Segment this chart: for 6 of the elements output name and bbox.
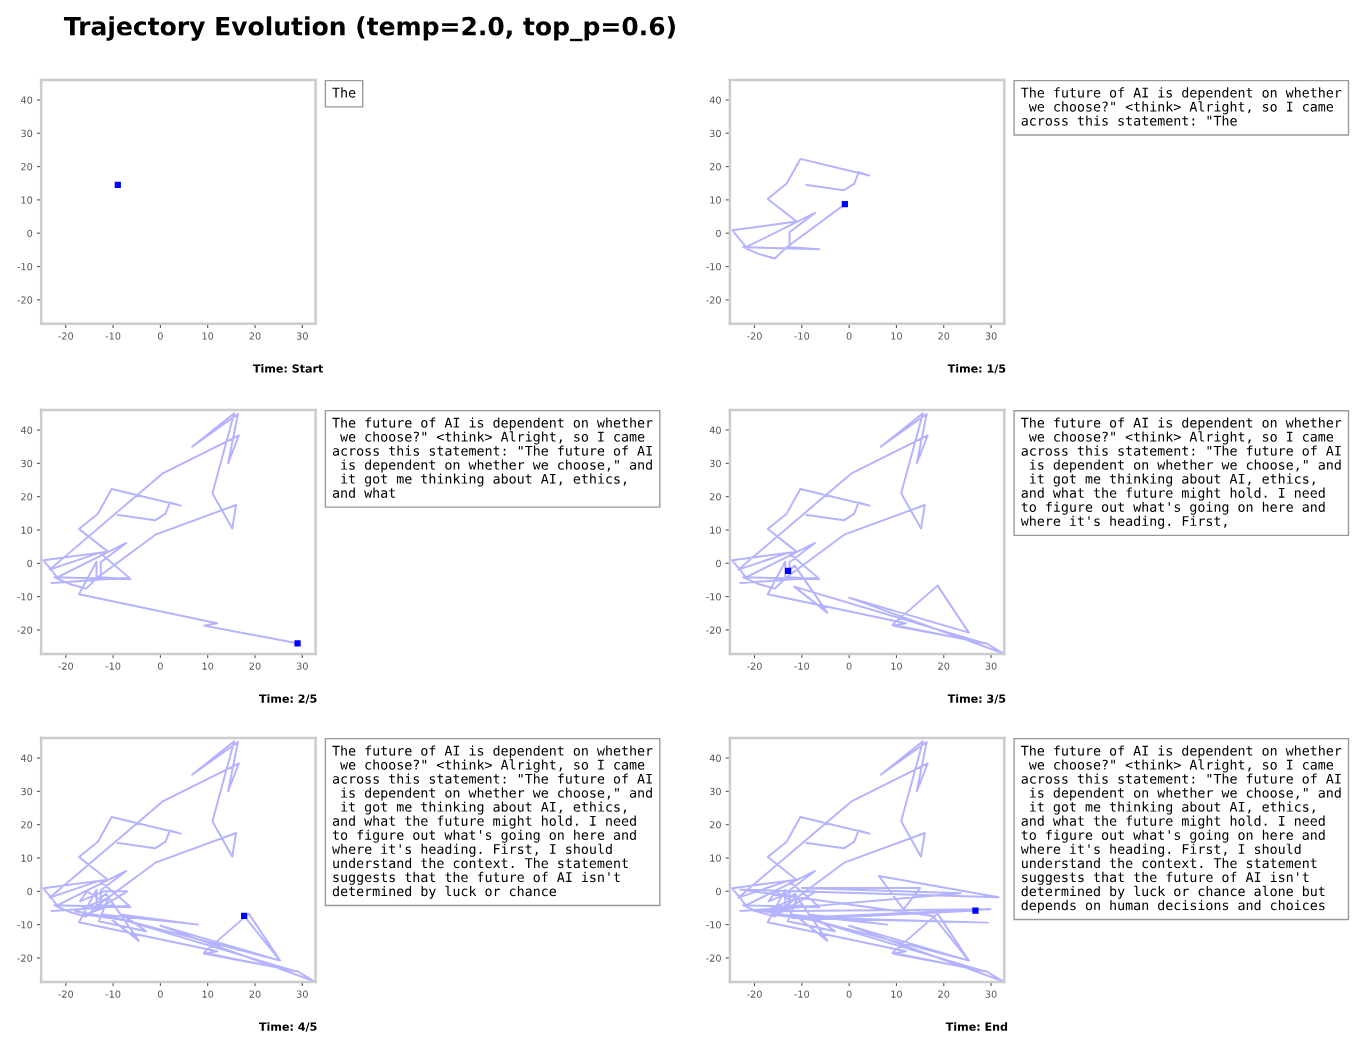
- text: Trajectory Evolution (temp=2.0, top_p=0.6): [63, 16, 675, 42]
- line-series: [731, 740, 1004, 982]
- line-series: [731, 157, 871, 260]
- line-series: [731, 412, 1004, 654]
- line-series: [42, 740, 316, 982]
- line-series: [42, 412, 299, 645]
